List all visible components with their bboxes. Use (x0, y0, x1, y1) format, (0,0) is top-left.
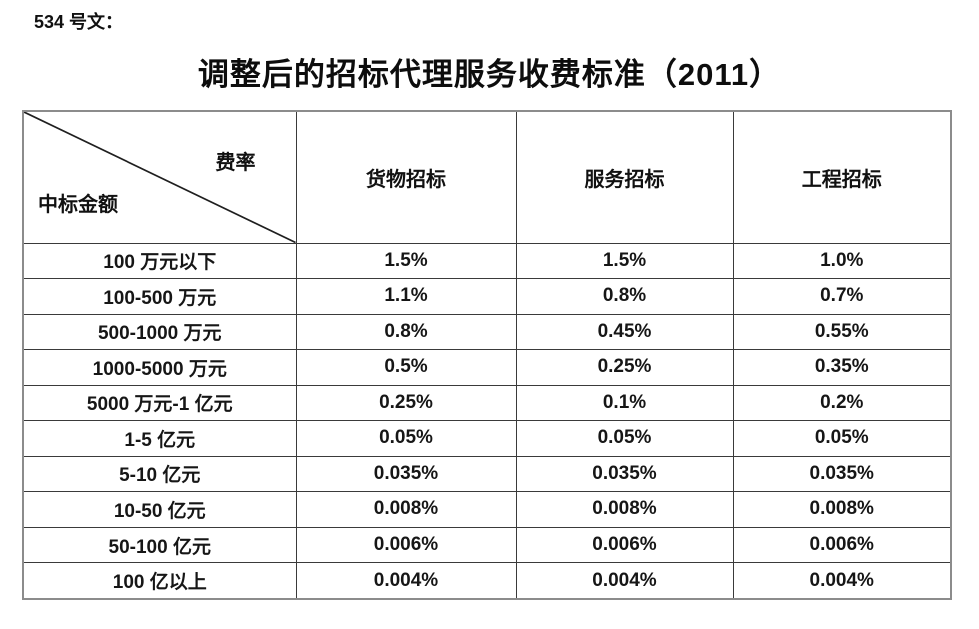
table-row: 10-50 亿元 0.008% 0.008% 0.008% (22, 491, 952, 528)
amount-range-cell: 100 亿以上 (22, 562, 297, 600)
rate-cell-service: 0.004% (515, 562, 734, 600)
amount-range-cell: 5-10 亿元 (22, 455, 297, 493)
amount-range-cell: 100-500 万元 (22, 278, 297, 315)
rate-cell-service: 0.25% (515, 349, 734, 386)
rate-cell-goods: 0.8% (295, 313, 517, 351)
corner-label-rate: 费率 (215, 152, 256, 174)
rate-cell-engineering: 0.008% (732, 491, 952, 528)
amount-range-cell: 100 万元以下 (22, 242, 297, 280)
rate-cell-goods: 0.25% (295, 384, 517, 422)
rate-cell-service: 0.45% (515, 313, 734, 351)
rate-cell-goods: 0.004% (295, 562, 517, 600)
rate-cell-engineering: 0.2% (732, 384, 952, 422)
rate-cell-service: 1.5% (515, 242, 734, 280)
rate-cell-engineering: 0.035% (732, 455, 952, 493)
rate-cell-goods: 1.5% (295, 242, 517, 280)
rate-cell-engineering: 0.05% (732, 420, 952, 457)
rate-cell-service: 0.8% (515, 278, 734, 315)
table-row: 500-1000 万元 0.8% 0.45% 0.55% (22, 313, 952, 351)
column-header-engineering: 工程招标 (732, 110, 952, 244)
table-row: 100 亿以上 0.004% 0.004% 0.004% (22, 562, 952, 600)
rate-cell-goods: 0.05% (295, 420, 517, 457)
rate-cell-goods: 1.1% (295, 278, 517, 315)
amount-range-cell: 500-1000 万元 (22, 313, 297, 351)
rate-cell-goods: 0.035% (295, 455, 517, 493)
rate-cell-goods: 0.006% (295, 526, 517, 564)
column-header-goods: 货物招标 (295, 110, 517, 244)
rate-cell-goods: 0.5% (295, 349, 517, 386)
header-row: 费率 中标金额 货物招标 服务招标 工程招标 (22, 110, 952, 244)
table-row: 1000-5000 万元 0.5% 0.25% 0.35% (22, 349, 952, 386)
amount-range-cell: 5000 万元-1 亿元 (22, 384, 297, 422)
rate-cell-service: 0.008% (515, 491, 734, 528)
table-row: 100 万元以下 1.5% 1.5% 1.0% (22, 242, 952, 280)
rate-cell-service: 0.035% (515, 455, 734, 493)
table-row: 50-100 亿元 0.006% 0.006% 0.006% (22, 526, 952, 564)
corner-label-amount: 中标金额 (38, 193, 118, 216)
rate-cell-engineering: 0.7% (732, 278, 952, 315)
amount-range-cell: 1-5 亿元 (22, 420, 297, 457)
fee-rate-table: 费率 中标金额 货物招标 服务招标 工程招标 100 万元以下 1.5% 1.5… (22, 110, 952, 600)
table-row: 1-5 亿元 0.05% 0.05% 0.05% (22, 420, 952, 457)
rate-cell-engineering: 0.006% (732, 526, 952, 564)
rate-cell-service: 0.05% (515, 420, 734, 457)
amount-range-cell: 10-50 亿元 (22, 491, 297, 528)
rate-cell-engineering: 0.004% (732, 562, 952, 600)
page-title: 调整后的招标代理服务收费标准（2011） (197, 57, 782, 92)
rate-cell-engineering: 0.35% (732, 349, 952, 386)
doc-number-label: 534 号文： (34, 12, 124, 32)
table-row: 5000 万元-1 亿元 0.25% 0.1% 0.2% (22, 384, 952, 422)
rate-cell-engineering: 0.55% (732, 313, 952, 351)
rate-cell-service: 0.1% (515, 384, 734, 422)
amount-range-cell: 1000-5000 万元 (22, 349, 297, 386)
amount-range-cell: 50-100 亿元 (22, 526, 297, 564)
column-header-service: 服务招标 (515, 110, 734, 244)
rate-cell-engineering: 1.0% (732, 242, 952, 280)
table-row: 5-10 亿元 0.035% 0.035% 0.035% (22, 455, 952, 493)
corner-header-cell: 费率 中标金额 (22, 110, 297, 244)
table-row: 100-500 万元 1.1% 0.8% 0.7% (22, 278, 952, 315)
rate-cell-goods: 0.008% (295, 491, 517, 528)
rate-cell-service: 0.006% (515, 526, 734, 564)
diagonal-divider (24, 112, 296, 243)
